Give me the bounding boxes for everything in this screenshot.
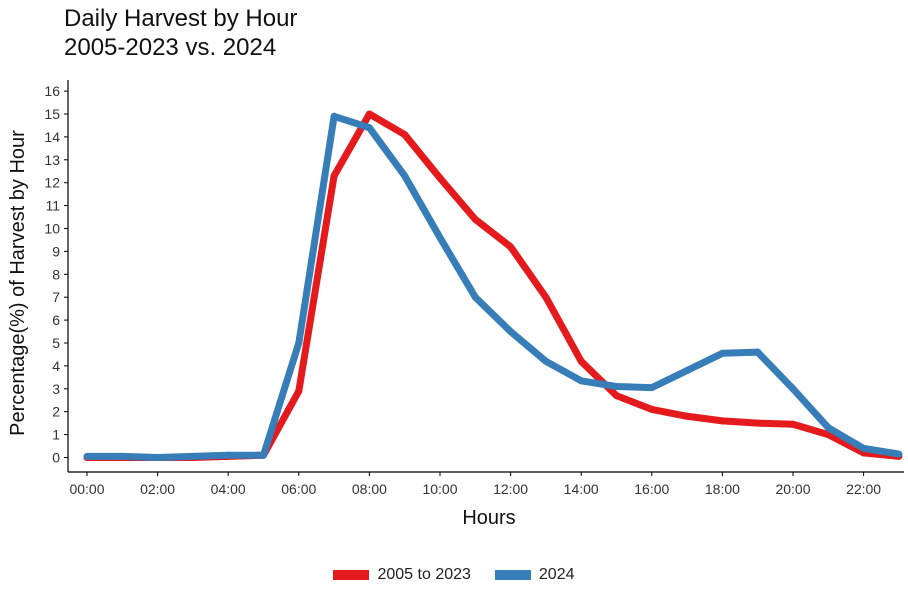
data-point-1 bbox=[718, 349, 726, 357]
x-tick-label: 04:00 bbox=[211, 481, 246, 497]
y-tick-label: 11 bbox=[45, 198, 60, 214]
chart-title: Daily Harvest by Hour bbox=[64, 5, 298, 32]
x-tick-label: 02:00 bbox=[140, 481, 175, 497]
data-point-0 bbox=[613, 392, 620, 400]
data-point-0 bbox=[401, 131, 409, 139]
x-tick-label: 12:00 bbox=[493, 481, 528, 497]
data-point-1 bbox=[401, 172, 409, 180]
data-point-1 bbox=[83, 452, 91, 460]
data-point-1 bbox=[824, 424, 832, 432]
series-layer bbox=[83, 110, 903, 461]
data-point-0 bbox=[471, 215, 479, 223]
data-point-1 bbox=[189, 452, 197, 460]
data-point-0 bbox=[648, 405, 656, 413]
data-point-0 bbox=[295, 387, 303, 395]
data-point-1 bbox=[542, 357, 550, 365]
data-point-1 bbox=[577, 377, 585, 385]
data-point-1 bbox=[507, 328, 515, 336]
y-tick-label: 3 bbox=[52, 381, 60, 397]
x-tick-label: 10:00 bbox=[422, 481, 457, 497]
y-axis-label: Percentage(%) of Harvest by Hour bbox=[7, 130, 29, 436]
data-point-0 bbox=[754, 419, 762, 427]
legend-swatch-blue bbox=[494, 570, 531, 580]
legend-swatch-red bbox=[333, 570, 370, 580]
data-point-1 bbox=[860, 444, 868, 452]
data-point-1 bbox=[789, 385, 797, 393]
data-point-1 bbox=[613, 383, 620, 391]
data-point-0 bbox=[718, 417, 726, 425]
x-tick-label: 06:00 bbox=[281, 481, 316, 497]
data-point-0 bbox=[542, 293, 550, 301]
data-point-0 bbox=[365, 110, 373, 118]
x-tick-label: 22:00 bbox=[846, 481, 881, 497]
series-line-1 bbox=[87, 112, 900, 461]
data-point-0 bbox=[507, 243, 515, 251]
legend-label: 2005 to 2023 bbox=[377, 566, 471, 583]
data-point-1 bbox=[365, 124, 373, 132]
data-point-1 bbox=[683, 366, 691, 374]
y-tick-label: 2 bbox=[52, 404, 60, 420]
data-point-0 bbox=[436, 174, 444, 182]
legend-label: 2024 bbox=[538, 566, 575, 583]
data-point-0 bbox=[577, 357, 585, 365]
x-axis-label: Hours bbox=[462, 507, 515, 529]
legend: 2005 to 2023 2024 bbox=[0, 566, 908, 584]
y-tick-label: 4 bbox=[52, 358, 60, 374]
data-point-1 bbox=[224, 451, 232, 459]
y-tick-label: 5 bbox=[52, 335, 60, 351]
data-point-1 bbox=[295, 339, 303, 347]
data-point-0 bbox=[824, 431, 832, 439]
data-point-0 bbox=[330, 172, 338, 180]
data-point-1 bbox=[471, 293, 479, 301]
y-tick-label: 12 bbox=[44, 175, 60, 191]
data-point-1 bbox=[436, 234, 444, 242]
x-tick-label: 14:00 bbox=[564, 481, 599, 497]
y-tick-label: 10 bbox=[44, 221, 60, 237]
data-point-1 bbox=[648, 384, 656, 392]
data-point-1 bbox=[118, 452, 126, 460]
data-point-1 bbox=[754, 348, 762, 356]
x-tick-label: 08:00 bbox=[352, 481, 387, 497]
y-tick-label: 13 bbox=[44, 152, 60, 168]
x-tick-label: 18:00 bbox=[705, 481, 740, 497]
y-tick-label: 15 bbox=[44, 106, 60, 122]
series-line-0 bbox=[87, 110, 900, 461]
chart-subtitle: 2005-2023 vs. 2024 bbox=[64, 34, 277, 61]
data-point-1 bbox=[260, 451, 267, 459]
y-tick-label: 7 bbox=[52, 289, 60, 305]
data-point-1 bbox=[895, 450, 903, 458]
chart-title-block: Daily Harvest by Hour 2005-2023 vs. 2024 bbox=[64, 4, 297, 62]
y-tick-label: 8 bbox=[52, 266, 60, 282]
data-point-1 bbox=[330, 112, 338, 120]
x-tick-label: 00:00 bbox=[69, 481, 104, 497]
y-tick-label: 1 bbox=[52, 427, 60, 443]
x-tick-label: 16:00 bbox=[634, 481, 669, 497]
data-point-0 bbox=[789, 420, 797, 428]
legend-item-2024: 2024 bbox=[494, 566, 575, 584]
y-tick-label: 14 bbox=[44, 129, 60, 145]
y-tick-label: 6 bbox=[52, 312, 60, 328]
data-point-0 bbox=[683, 412, 691, 420]
y-tick-label: 0 bbox=[52, 450, 60, 466]
x-tick-label: 20:00 bbox=[775, 481, 810, 497]
y-tick-label: 16 bbox=[44, 83, 60, 99]
data-point-1 bbox=[154, 454, 162, 461]
legend-item-2005-2023: 2005 to 2023 bbox=[333, 566, 471, 584]
y-tick-label: 9 bbox=[52, 243, 60, 259]
